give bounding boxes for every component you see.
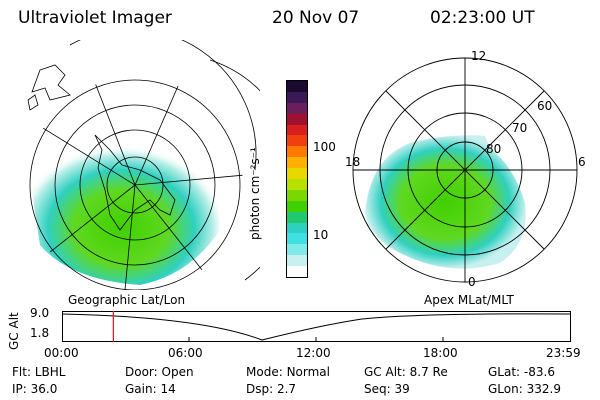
timeline-ytick-bottom: 1.8 xyxy=(30,326,50,340)
colorbar-stripe xyxy=(287,255,307,267)
colorbar-stripe xyxy=(287,81,307,92)
mlat-grid xyxy=(352,57,578,283)
mlt-label-6: 6 xyxy=(578,155,586,169)
colorbar-stripe xyxy=(287,200,307,212)
left-map-label: Geographic Lat/Lon xyxy=(68,293,186,307)
header-time: 02:23:00 UT xyxy=(430,8,535,28)
colorbar-tick-10: 10 xyxy=(313,228,329,242)
status-ip: IP: 36.0 xyxy=(12,382,58,396)
status-seq: Seq: 39 xyxy=(364,382,410,396)
mlat-label-70: 70 xyxy=(512,121,527,135)
colorbar-stripe xyxy=(287,189,307,201)
timeline-xtick-0: 00:00 xyxy=(44,346,79,360)
mlat-label-80: 80 xyxy=(486,142,501,156)
colorbar-tick-100: 100 xyxy=(313,140,336,154)
timeline-xtick-1: 06:00 xyxy=(168,346,203,360)
colorbar-stripe xyxy=(287,233,307,245)
status-gain: Gain: 14 xyxy=(125,382,176,396)
colorbar-stripe xyxy=(287,266,307,278)
colorbar-stripe xyxy=(287,102,307,114)
colorbar-stripe xyxy=(287,168,307,180)
right-map-label: Apex MLat/MLT xyxy=(424,293,514,307)
timeline-xtick-2: 12:00 xyxy=(296,346,331,360)
colorbar-stripe xyxy=(287,211,307,223)
magnetic-map: 12 18 6 0 60 70 80 xyxy=(345,49,586,288)
altitude-timeline xyxy=(62,311,571,342)
header-date: 20 Nov 07 xyxy=(272,8,360,28)
timeline-ytick-top: 9.0 xyxy=(30,306,50,320)
colorbar-label: photon cm⁻²s⁻¹ xyxy=(248,147,262,240)
mlt-label-18: 18 xyxy=(345,155,360,169)
status-dsp: Dsp: 2.7 xyxy=(246,382,297,396)
colorbar-stripe xyxy=(287,146,307,158)
timeline-xtick-3: 18:00 xyxy=(423,346,458,360)
status-gc-alt: GC Alt: 8.7 Re xyxy=(364,365,448,379)
colorbar xyxy=(286,80,308,278)
colorbar-stripe xyxy=(287,135,307,147)
aurora-image-right xyxy=(365,135,526,269)
mlt-label-12: 12 xyxy=(471,49,486,63)
status-glon: GLon: 332.9 xyxy=(488,382,561,396)
lat-lon-grid xyxy=(29,77,243,290)
colorbar-stripe xyxy=(287,244,307,256)
status-flt: Flt: LBHL xyxy=(12,365,66,379)
colorbar-stripe xyxy=(287,113,307,125)
colorbar-stripe xyxy=(287,124,307,136)
status-mode: Mode: Normal xyxy=(246,365,330,379)
mlat-label-60: 60 xyxy=(537,99,552,113)
colorbar-stripe xyxy=(287,179,307,190)
geographic-map xyxy=(27,40,260,290)
timeline-ylabel: GC Alt xyxy=(7,312,21,350)
status-door: Door: Open xyxy=(125,365,194,379)
aurora-image-left xyxy=(30,134,220,285)
timeline-xtick-4: 23:59 xyxy=(546,346,581,360)
colorbar-stripe xyxy=(287,222,307,234)
colorbar-stripe xyxy=(287,157,307,169)
instrument-title: Ultraviolet Imager xyxy=(18,8,172,28)
mlt-label-0: 0 xyxy=(468,275,476,288)
status-glat: GLat: -83.6 xyxy=(488,365,555,379)
colorbar-stripe xyxy=(287,91,307,103)
